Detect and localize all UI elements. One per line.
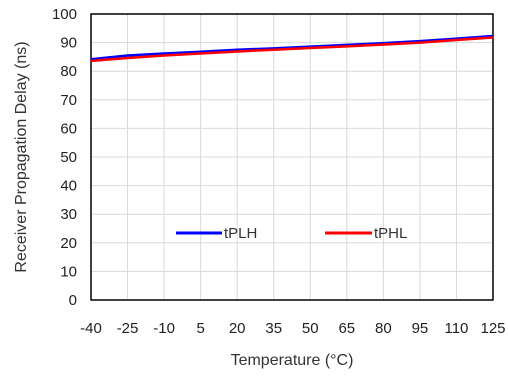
y-tick-label: 20 xyxy=(60,235,77,252)
y-tick-label: 40 xyxy=(60,178,77,195)
x-tick-label: 110 xyxy=(444,320,468,337)
data-point-tPHL xyxy=(346,45,348,48)
x-tick-label: 20 xyxy=(229,320,246,337)
data-point-tPHL xyxy=(382,43,385,46)
series-line-tPLH xyxy=(90,34,494,61)
x-axis-title: Temperature (°C) xyxy=(231,352,354,369)
data-point-tPLH xyxy=(199,50,202,53)
data-point-tPLH xyxy=(90,58,92,60)
data-point-tPHL xyxy=(492,36,494,39)
data-point-tPLH xyxy=(163,52,165,55)
x-tick-label: 125 xyxy=(480,320,505,337)
plot-area-frame xyxy=(90,13,494,301)
data-point-tPHL xyxy=(199,52,202,55)
y-axis-tick-labels: 0 10 20 30 40 50 60 70 80 90 100 xyxy=(52,6,77,309)
x-tick-label: 50 xyxy=(302,320,319,337)
y-tick-label: 90 xyxy=(60,35,77,52)
series-lines xyxy=(90,34,494,63)
grid-lines xyxy=(91,14,493,300)
x-tick-label: -25 xyxy=(117,320,139,337)
y-tick-label: 50 xyxy=(60,149,77,166)
data-point-tPHL xyxy=(272,48,275,51)
x-tick-label: 65 xyxy=(338,320,355,337)
y-tick-label: 80 xyxy=(60,63,77,80)
y-tick-label: 0 xyxy=(69,292,77,309)
data-point-tPHL xyxy=(455,39,458,41)
data-point-tPHL xyxy=(236,50,238,53)
legend-label-tPLH: tPLH xyxy=(224,225,257,242)
data-point-tPHL xyxy=(126,57,129,59)
y-axis-title: Receiver Propagation Delay (ns) xyxy=(13,41,30,272)
y-tick-label: 100 xyxy=(52,6,77,23)
data-point-tPHL xyxy=(90,60,92,62)
data-point-tPLH xyxy=(126,54,129,57)
data-point-tPHL xyxy=(163,54,165,57)
series-line-tPHL xyxy=(90,36,494,63)
y-tick-label: 30 xyxy=(60,206,77,223)
x-tick-label: -10 xyxy=(153,320,175,337)
x-tick-label: 35 xyxy=(265,320,282,337)
y-tick-label: 70 xyxy=(60,92,77,109)
legend-label-tPHL: tPHL xyxy=(374,225,407,242)
x-tick-label: 80 xyxy=(375,320,392,337)
data-point-tPHL xyxy=(419,41,421,44)
x-axis-tick-labels: -40 -25 -10 5 20 35 50 65 80 95 110 125 xyxy=(80,320,505,337)
legend: tPLH tPHL xyxy=(176,225,407,242)
data-point-tPLH xyxy=(236,48,238,51)
data-point-tPHL xyxy=(309,47,312,49)
x-tick-label: 5 xyxy=(196,320,204,337)
x-tick-label: -40 xyxy=(80,320,102,337)
y-tick-label: 10 xyxy=(60,263,77,280)
y-tick-label: 60 xyxy=(60,120,77,137)
x-tick-label: 95 xyxy=(412,320,429,337)
